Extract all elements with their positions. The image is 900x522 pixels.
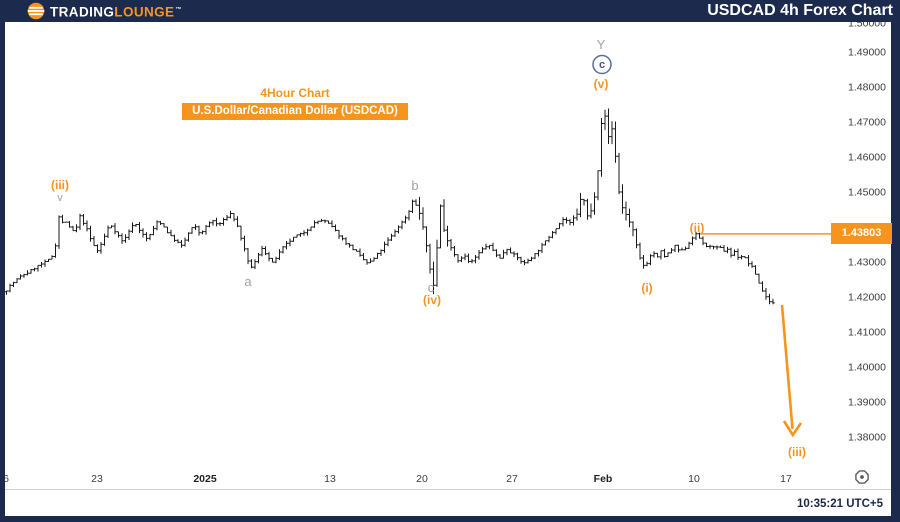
wave-label-v: v [57,192,63,204]
y-axis-tick: 1.40000 [848,362,886,374]
wave-label-iii: (iii) [788,445,806,459]
y-axis-tick: 1.42000 [848,292,886,304]
y-axis-tick: 1.43000 [848,257,886,269]
brand-trading-text: TRADING [50,4,115,20]
wave-label-b: b [411,178,418,193]
settings-gear-dot [860,475,864,479]
x-axis-tick: Feb [594,473,613,485]
brand-trademark: ™ [175,6,182,13]
tradinglounge-logo-icon [27,2,45,20]
x-axis-tick: 20 [416,473,428,485]
wave-label-c: c [599,59,605,71]
chart-annotation-title: 4Hour Chart [260,86,330,100]
wave-label-ii: (ii) [690,221,705,235]
price-chart-canvas[interactable]: 1.50000 1.49000 1.48000 1.47000 1.46000 1.450… [5,22,891,516]
y-axis-tick: 1.39000 [848,397,886,409]
x-axis-tick: 2025 [193,473,217,485]
y-axis-tick: 1.45000 [848,187,886,199]
x-axis-tick: 17 [780,473,792,485]
chart-area: 1.50000 1.49000 1.48000 1.47000 1.46000 1.450… [5,22,892,516]
page-title: USDCAD 4h Forex Chart [707,2,893,19]
wave-label-i: (i) [641,281,652,295]
x-axis-tick: 27 [506,473,518,485]
y-axis-tick: 1.49000 [848,47,886,59]
wave-label-Y: Y [597,37,606,52]
y-axis-tick: 1.46000 [848,152,886,164]
ohlc-bars [5,108,775,305]
brand-lounge-text: LOUNGE [114,4,175,20]
y-axis-tick: 1.50000 [848,22,886,30]
x-axis-tick: 13 [324,473,336,485]
clock-timestamp: 10:35:21 UTC+5 [797,498,883,510]
y-axis-tick: 1.48000 [848,82,886,94]
y-axis-tick: 1.47000 [848,117,886,129]
tradinglounge-brand[interactable]: TRADINGLOUNGE™ [27,1,182,22]
x-axis-tick: 10 [688,473,700,485]
last-price-tag: 1.43803 [831,223,892,244]
projection-arrowhead-icon [782,420,803,438]
wave-label-iv: (iv) [423,293,441,307]
x-axis-tick: 23 [91,473,103,485]
brand-wordmark: TRADINGLOUNGE™ [50,1,182,22]
wave-label-iii: (iii) [51,178,69,192]
top-bar: TRADINGLOUNGE™ USDCAD 4h Forex Chart [0,0,900,22]
x-axis-tick: 6 [5,473,9,485]
wave-circle-marker [592,54,612,75]
instrument-label: U.S.Dollar/Canadian Dollar (USDCAD) [182,103,408,120]
y-axis-tick: 1.41000 [848,327,886,339]
wave-label-v: (v) [594,77,609,91]
wave-label-a: a [244,274,252,289]
settings-gear-icon[interactable] [855,470,869,484]
projection-arrow [780,304,794,430]
wave-label-c: c [428,280,435,295]
y-axis-tick: 1.38000 [848,432,886,444]
